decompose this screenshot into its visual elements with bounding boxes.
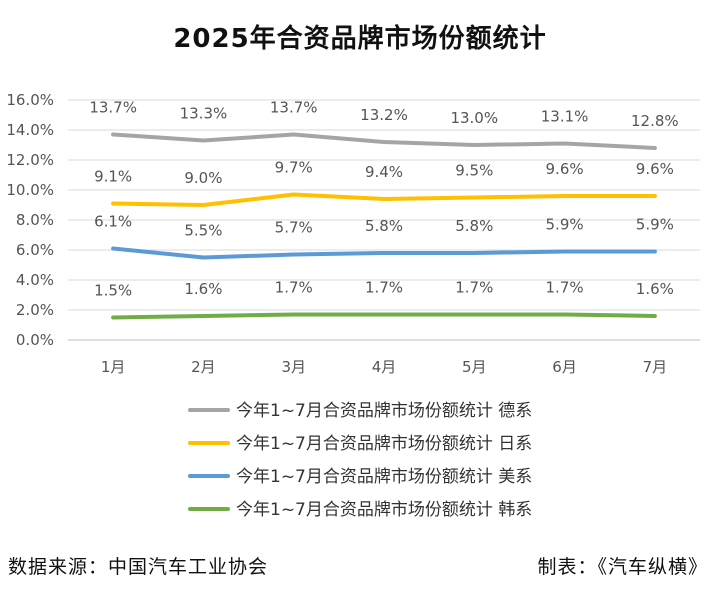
- data-label: 5.7%: [275, 219, 313, 237]
- series-line-2: [111, 246, 657, 260]
- data-label: 1.6%: [184, 280, 222, 298]
- gridlines: [68, 99, 700, 341]
- data-label: 1.7%: [365, 279, 403, 297]
- y-tick-label: 2.0%: [16, 301, 54, 319]
- y-tick-label: 8.0%: [16, 211, 54, 229]
- data-label: 5.5%: [184, 222, 222, 240]
- legend-label: 今年1~7月合资品牌市场份额统计 日系: [236, 434, 532, 454]
- data-label: 6.1%: [94, 213, 132, 231]
- data-label: 9.6%: [636, 160, 674, 178]
- series-lines: [111, 132, 657, 320]
- x-tick-label: 3月: [281, 358, 306, 376]
- data-label: 9.1%: [94, 168, 132, 186]
- data-label: 5.8%: [455, 217, 493, 235]
- data-label: 12.8%: [631, 112, 679, 130]
- footer-credit: 制表：《汽车纵横》: [537, 556, 708, 578]
- data-label: 1.7%: [275, 279, 313, 297]
- data-label: 13.7%: [89, 99, 137, 117]
- legend-label: 今年1~7月合资品牌市场份额统计 美系: [236, 467, 532, 487]
- data-label: 9.6%: [546, 160, 584, 178]
- data-label: 5.9%: [636, 216, 674, 234]
- data-label: 1.6%: [636, 280, 674, 298]
- data-label: 9.5%: [455, 162, 493, 180]
- data-label: 1.7%: [546, 279, 584, 297]
- y-tick-label: 4.0%: [16, 271, 54, 289]
- data-label: 9.7%: [275, 159, 313, 177]
- legend-label: 今年1~7月合资品牌市场份额统计 韩系: [236, 500, 532, 520]
- data-label: 13.3%: [180, 105, 228, 123]
- series-line-0: [111, 132, 657, 150]
- data-labels: 13.7% 13.3% 13.7% 13.2% 13.0% 13.1% 12.8% 9.1% 9…: [89, 99, 678, 300]
- x-tick-label: 1月: [101, 358, 126, 376]
- y-tick-label: 0.0%: [16, 331, 54, 349]
- footer-source: 数据来源：中国汽车工业协会: [8, 556, 269, 578]
- y-tick-label: 16.0%: [6, 91, 54, 109]
- y-axis-ticks: 0.0% 2.0% 4.0% 6.0% 8.0% 10.0% 12.0% 14.0% 16.0%: [6, 91, 54, 349]
- y-tick-label: 6.0%: [16, 241, 54, 259]
- data-label: 5.9%: [546, 216, 584, 234]
- data-label: 9.4%: [365, 163, 403, 181]
- chart-title: 2025年合资品牌市场份额统计: [173, 24, 547, 54]
- legend-label: 今年1~7月合资品牌市场份额统计 德系: [236, 401, 532, 421]
- x-tick-label: 7月: [643, 358, 668, 376]
- data-label: 13.1%: [541, 108, 589, 126]
- data-label: 13.2%: [360, 106, 408, 124]
- data-label: 5.8%: [365, 217, 403, 235]
- x-tick-label: 6月: [552, 358, 577, 376]
- data-label: 13.0%: [450, 109, 498, 127]
- y-tick-label: 10.0%: [6, 181, 54, 199]
- x-axis-ticks: 1月 2月 3月 4月 5月 6月 7月: [101, 358, 667, 376]
- data-label: 13.7%: [270, 99, 318, 117]
- x-tick-label: 5月: [462, 358, 487, 376]
- data-label: 1.7%: [455, 279, 493, 297]
- x-tick-label: 4月: [372, 358, 397, 376]
- x-tick-label: 2月: [191, 358, 216, 376]
- data-label: 9.0%: [184, 169, 222, 187]
- series-line-1: [111, 192, 657, 207]
- data-label: 1.5%: [94, 282, 132, 300]
- y-tick-label: 14.0%: [6, 121, 54, 139]
- series-line-3: [111, 312, 657, 320]
- y-tick-label: 12.0%: [6, 151, 54, 169]
